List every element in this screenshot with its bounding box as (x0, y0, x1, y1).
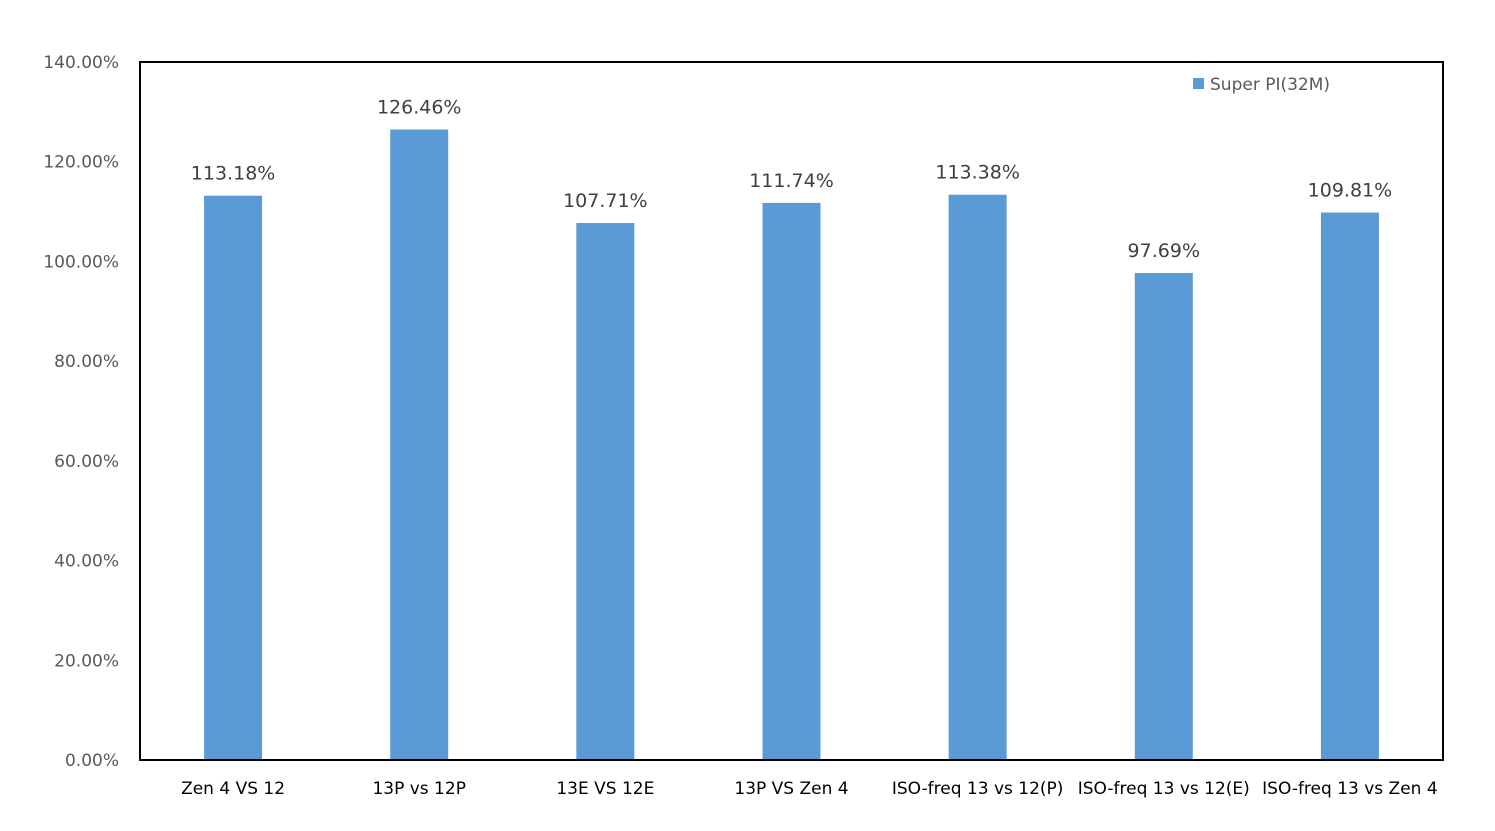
bar (1320, 212, 1379, 761)
data-label: 109.81% (1308, 180, 1393, 202)
x-tick-label: ISO-freq 13 vs Zen 4 (1262, 779, 1438, 799)
y-tick-label: 40.00% (54, 552, 119, 572)
y-tick-label: 120.00% (43, 153, 119, 173)
data-labels: 113.18% 126.46% 107.71% 111.74% 113.38% 97.69… (191, 97, 1392, 262)
legend-label: Super PI(32M) (1210, 75, 1330, 95)
y-tick-label: 80.00% (54, 352, 119, 372)
bar (204, 195, 263, 760)
data-label: 111.74% (749, 170, 834, 192)
x-tick-label: ISO-freq 13 vs 12(P) (892, 779, 1064, 799)
x-tick-label: Zen 4 VS 12 (181, 779, 285, 799)
data-label: 113.18% (191, 163, 276, 185)
y-tick-label: 0.00% (65, 751, 119, 771)
legend: Super PI(32M) (1193, 75, 1330, 95)
bar (762, 202, 821, 760)
y-tick-label: 100.00% (43, 252, 119, 272)
plot-area-frame (139, 61, 1444, 761)
x-tick-label: ISO-freq 13 vs 12(E) (1078, 779, 1250, 799)
bar (948, 194, 1007, 760)
y-tick-label: 20.00% (54, 651, 119, 671)
x-axis-ticks: Zen 4 VS 12 13P vs 12P 13E VS 12E 13P VS Ze… (181, 779, 1438, 799)
bar (576, 222, 635, 760)
bar-series (204, 129, 1379, 761)
data-label: 126.46% (377, 97, 462, 119)
y-tick-label: 60.00% (54, 452, 119, 472)
bar (1134, 272, 1193, 760)
data-label: 113.38% (935, 162, 1020, 184)
y-tick-label: 140.00% (43, 53, 119, 73)
bar (390, 129, 449, 760)
y-axis-ticks: 0.00% 20.00% 40.00% 60.00% 80.00% 100.00% 120.… (43, 53, 119, 771)
x-tick-label: 13E VS 12E (556, 779, 654, 799)
data-label: 107.71% (563, 190, 648, 212)
legend-swatch (1193, 78, 1204, 89)
x-tick-label: 13P vs 12P (372, 779, 466, 799)
x-tick-label: 13P VS Zen 4 (734, 779, 848, 799)
data-label: 97.69% (1128, 240, 1200, 262)
